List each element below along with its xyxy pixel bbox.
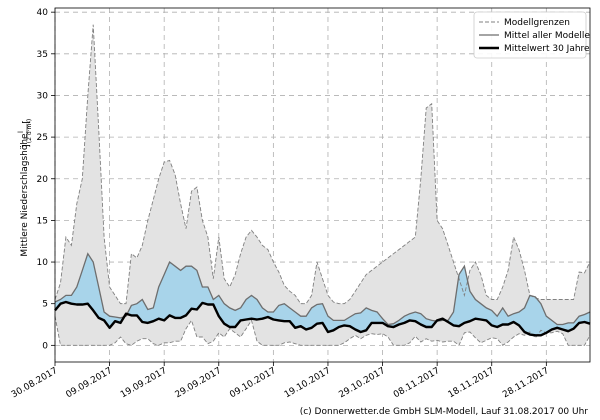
x-tick-label: 29.09.2017 — [174, 366, 224, 400]
x-tick-label: 19.09.2017 — [119, 366, 169, 400]
x-tick-label: 09.09.2017 — [64, 366, 114, 400]
y-axis-unit-numerator: l — [17, 131, 25, 133]
y-unit-bracket-close: ] — [22, 144, 32, 148]
credit-text: (c) Donnerwetter.de GmbH SLM-Modell, Lau… — [300, 407, 589, 417]
x-axis: 30.08.2017 09.09.2017 19.09.2017 29.09.2017… — [10, 362, 551, 400]
y-axis-unit-denominator: (2 d·m²) — [26, 119, 33, 143]
y-unit-bracket-open: [ — [22, 120, 32, 124]
envelope-max-line — [54, 24, 591, 305]
y-tick-label: 30 — [37, 91, 49, 101]
x-tick-label: 29.10.2017 — [337, 366, 387, 400]
legend-label: Mittel aller Modelle — [504, 31, 590, 41]
plot-area — [54, 7, 591, 363]
x-tick-label: 28.11.2017 — [501, 366, 551, 400]
mean-fill-area — [55, 253, 590, 336]
model-envelope-area — [55, 24, 590, 346]
y-tick-label: 40 — [37, 8, 49, 18]
plot-border — [54, 7, 591, 363]
y-axis: 0 5 10 15 20 25 30 35 40 — [37, 8, 55, 351]
x-tick-label: 18.11.2017 — [447, 366, 497, 400]
x-tick-label: 08.11.2017 — [392, 366, 442, 400]
climate-mean-line — [54, 300, 591, 337]
y-axis-label: Mittlere Niederschlagshöhe — [20, 133, 30, 257]
legend-label: Modellgrenzen — [504, 18, 570, 28]
y-tick-label: 25 — [37, 133, 48, 143]
y-tick-label: 20 — [37, 175, 49, 185]
x-tick-label: 30.08.2017 — [10, 366, 60, 400]
y-tick-label: 5 — [42, 300, 48, 310]
x-tick-label: 09.10.2017 — [228, 366, 278, 400]
y-tick-label: 35 — [37, 50, 48, 60]
y-tick-label: 0 — [42, 341, 48, 351]
envelope-min-line — [54, 316, 591, 347]
legend-box — [473, 11, 587, 59]
legend-label: Mittelwert 30 Jahre — [504, 44, 590, 54]
y-axis-title: Mittlere Niederschlagshöhe l (2 d·m²) [] — [17, 119, 33, 257]
y-tick-label: 15 — [37, 216, 48, 226]
model-mean-line — [54, 252, 591, 326]
x-tick-label: 19.10.2017 — [283, 366, 333, 400]
y-tick-label: 10 — [37, 258, 49, 268]
legend: Modellgrenzen Mittel aller Modelle Mittelw… — [473, 11, 590, 59]
